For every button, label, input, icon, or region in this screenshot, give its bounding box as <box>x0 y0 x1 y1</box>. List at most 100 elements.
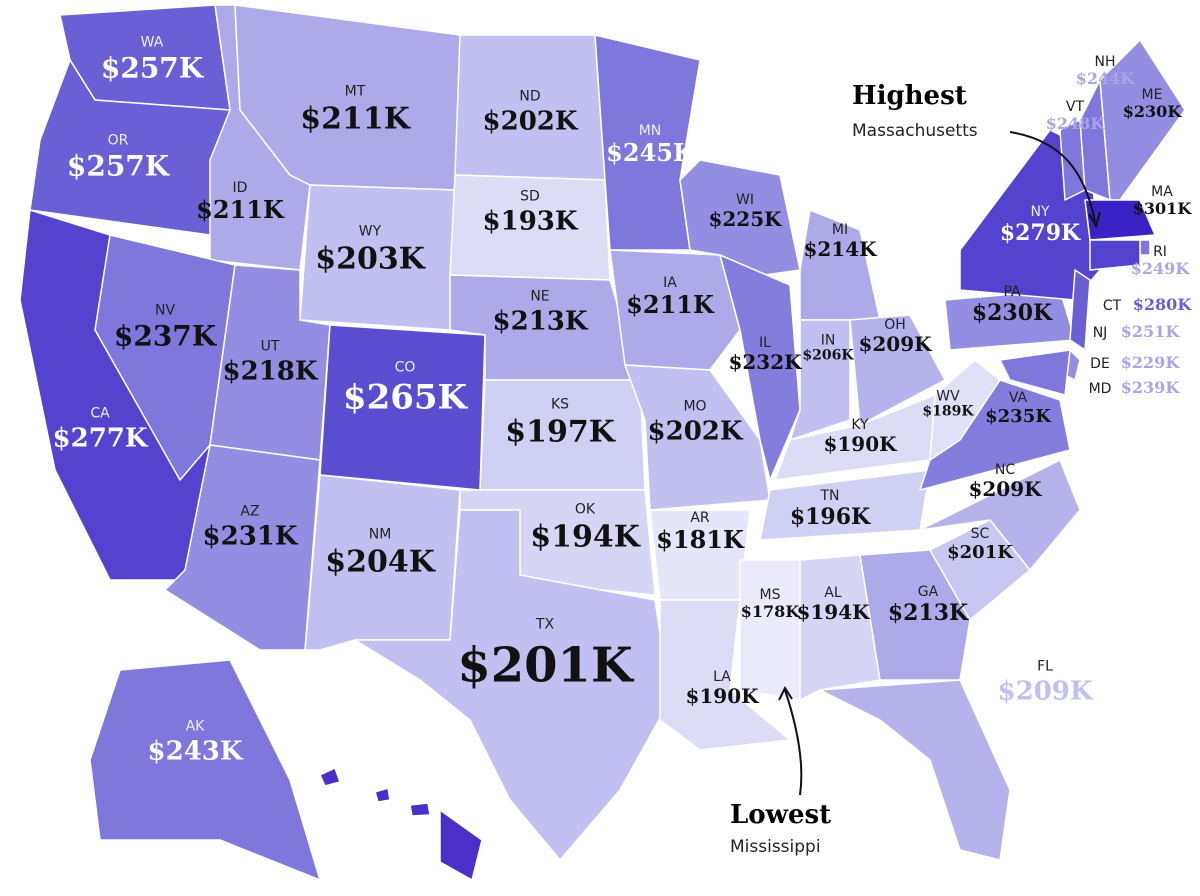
state-value: $201K <box>457 637 635 693</box>
arrow <box>784 689 803 796</box>
state-abbr: FL <box>1037 659 1053 675</box>
state-value: $230K <box>1123 102 1183 121</box>
state-abbr: TN <box>819 488 839 504</box>
state-abbr: MN <box>639 123 662 139</box>
state-value: $190K <box>685 684 759 708</box>
state-abbr: UT <box>261 339 280 355</box>
state-shape <box>999 349 1071 396</box>
state-value: $237K <box>114 319 218 352</box>
state-abbr: MO <box>683 399 706 415</box>
state-abbr: CT <box>1103 298 1122 314</box>
state-value: $194K <box>796 600 870 624</box>
state-abbr: WV <box>936 388 960 404</box>
state-abbr: ND <box>519 89 540 105</box>
state-abbr: ME <box>1142 87 1163 103</box>
arrow-head <box>778 685 793 701</box>
state-shape <box>1089 239 1141 271</box>
state-value: $277K <box>53 423 149 453</box>
state-value: $190K <box>823 432 897 456</box>
state-abbr: NJ <box>1093 325 1108 341</box>
state-abbr: LA <box>713 669 731 685</box>
state-abbr: AR <box>690 510 710 526</box>
state-shape <box>739 559 801 701</box>
state-value: $197K <box>505 415 615 450</box>
state-value: $280K <box>1133 295 1193 314</box>
state-value: $213K <box>888 600 969 626</box>
state-value: $211K <box>300 102 410 137</box>
state-value: $209K <box>998 676 1094 706</box>
state-value: $213K <box>493 306 589 336</box>
state-value: $193K <box>483 206 579 236</box>
arrow <box>1009 131 1096 223</box>
state-value: $178K <box>741 602 801 621</box>
state-value: $301K <box>1133 199 1193 218</box>
state-abbr: MT <box>345 84 366 100</box>
state-shape <box>609 249 741 371</box>
state-shape <box>89 659 321 881</box>
state-value: $189K <box>922 404 974 420</box>
state-abbr: KS <box>551 397 569 413</box>
state-abbr: PA <box>1003 284 1021 300</box>
state-value: $249K <box>1131 259 1191 278</box>
state-value: $230K <box>972 300 1053 326</box>
arrow-head <box>1088 211 1101 229</box>
state-value: $243K <box>148 736 244 766</box>
state-value: $196K <box>790 504 871 530</box>
state-abbr: OH <box>884 317 906 333</box>
annotation-title: Highest <box>852 81 967 111</box>
state-abbr: NE <box>530 289 549 305</box>
state-value: $257K <box>101 51 205 84</box>
state-shape <box>719 254 801 481</box>
state-abbr: IN <box>821 332 836 348</box>
state-abbr: RI <box>1153 244 1167 260</box>
state-value: $206K <box>802 348 854 364</box>
state-abbr: MD <box>1089 381 1112 397</box>
state-abbr: NM <box>369 527 392 543</box>
state-shape <box>1069 269 1091 351</box>
state-abbr: VA <box>1009 390 1028 406</box>
state-abbr: DE <box>1090 356 1110 372</box>
state-shape <box>1139 239 1151 256</box>
state-value: $235K <box>985 406 1052 427</box>
state-abbr: NY <box>1030 204 1049 220</box>
state-value: $265K <box>343 378 469 418</box>
state-shape <box>799 554 881 701</box>
state-abbr: WA <box>141 35 164 51</box>
state-shape <box>354 509 671 861</box>
state-abbr: MS <box>760 587 781 603</box>
state-value: $211K <box>626 290 715 319</box>
state-value: $201K <box>947 542 1014 563</box>
state-abbr: AL <box>824 585 842 601</box>
state-value: $244K <box>1076 69 1136 88</box>
state-value: $204K <box>325 545 435 580</box>
state-value: $257K <box>67 149 171 182</box>
state-abbr: CO <box>395 359 416 375</box>
state-value: $181K <box>656 525 745 554</box>
annotation-subtitle: Massachusetts <box>852 121 978 141</box>
state-abbr: ID <box>233 180 248 196</box>
state-abbr: WI <box>736 192 754 208</box>
state-abbr: NH <box>1095 54 1116 70</box>
state-abbr: VT <box>1066 99 1085 115</box>
state-value: $232K <box>728 350 802 374</box>
state-shape <box>919 459 1081 571</box>
annotation-subtitle: Mississippi <box>730 837 821 857</box>
island <box>409 802 431 817</box>
state-abbr: KY <box>851 417 869 433</box>
island <box>374 787 391 803</box>
state-shape <box>859 549 971 681</box>
state-abbr: AK <box>186 719 206 735</box>
state-value: $229K <box>1121 353 1181 372</box>
state-shape <box>164 444 321 651</box>
state-abbr: MI <box>832 222 848 238</box>
island <box>319 767 341 787</box>
state-abbr: OR <box>108 133 129 149</box>
state-shape <box>819 679 1011 861</box>
state-shape <box>439 809 483 881</box>
state-shape <box>789 319 851 441</box>
state-shape <box>1099 39 1186 201</box>
state-value: $214K <box>803 237 877 261</box>
state-abbr: NV <box>155 303 175 319</box>
state-value: $231K <box>203 521 299 551</box>
